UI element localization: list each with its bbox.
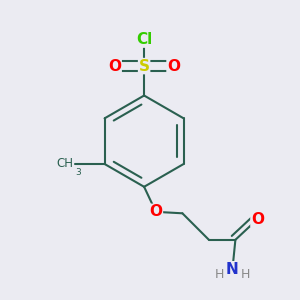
Text: N: N: [226, 262, 239, 277]
Text: O: O: [149, 204, 162, 219]
Text: 3: 3: [75, 167, 81, 176]
Text: H: H: [241, 268, 250, 281]
Text: O: O: [108, 58, 121, 74]
Text: O: O: [251, 212, 264, 227]
Text: S: S: [139, 58, 150, 74]
Text: Cl: Cl: [136, 32, 152, 47]
Text: O: O: [167, 58, 180, 74]
Text: CH: CH: [57, 158, 74, 170]
Text: H: H: [214, 268, 224, 281]
